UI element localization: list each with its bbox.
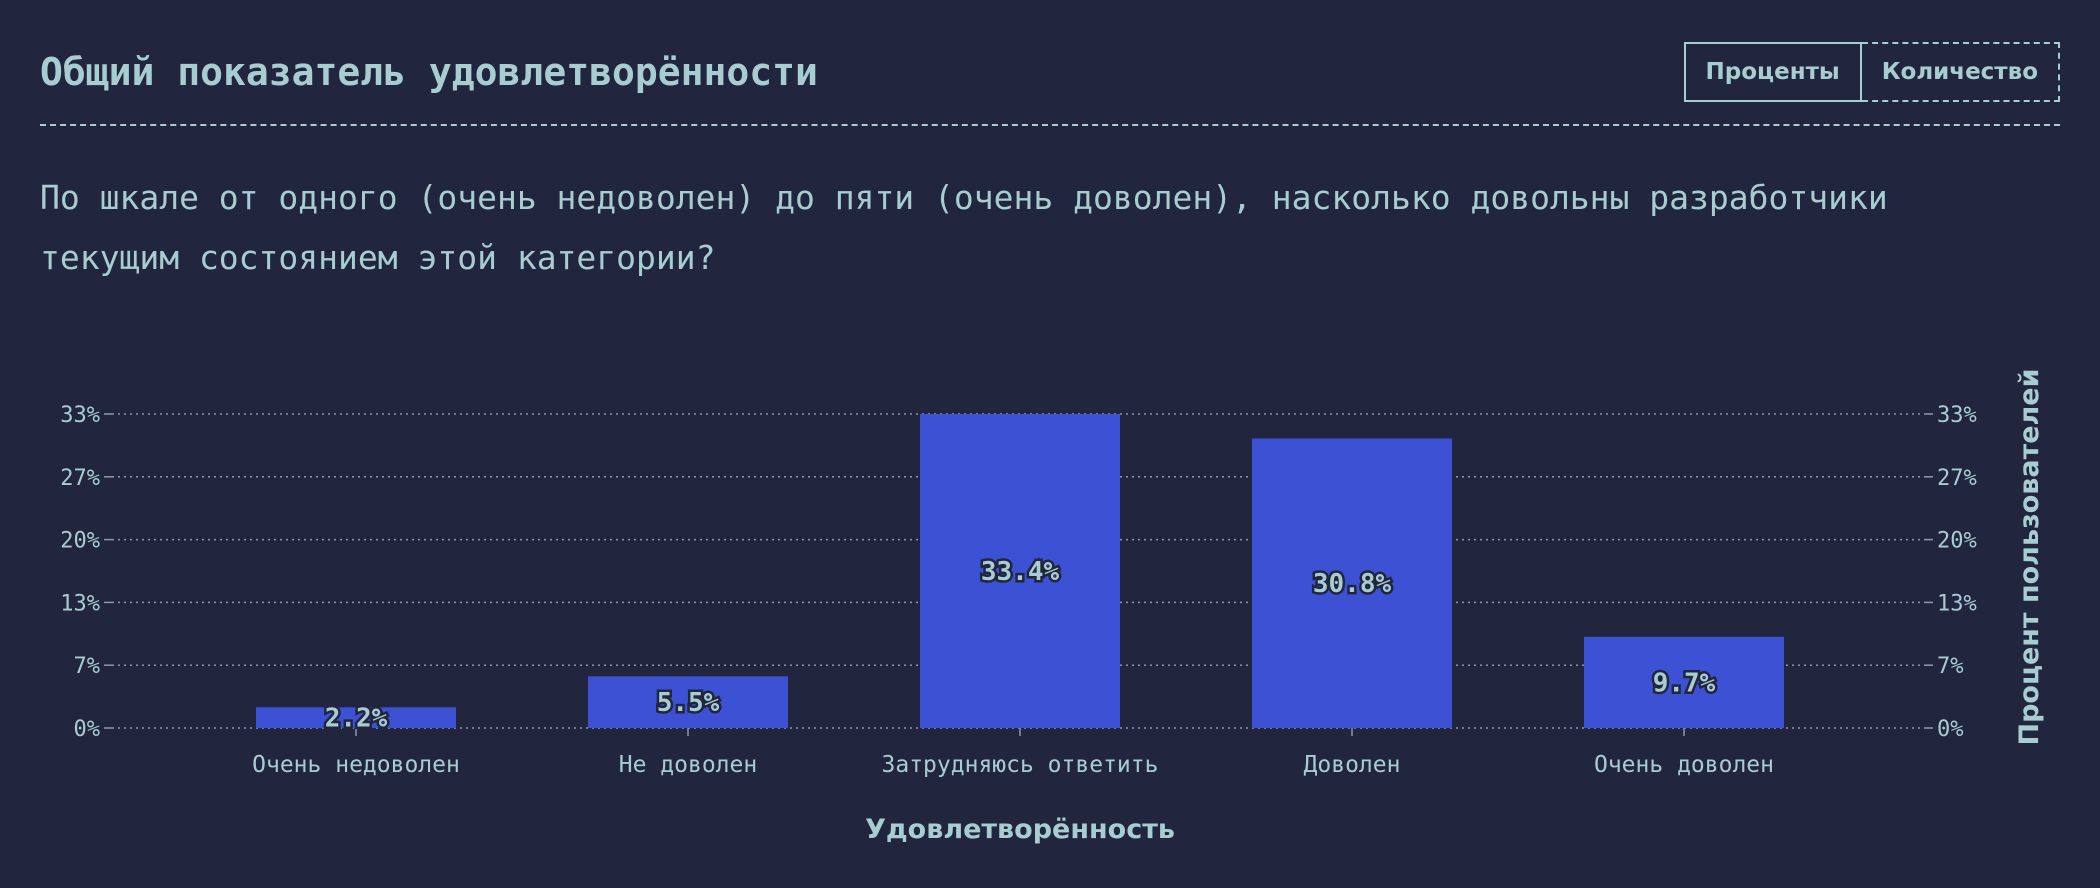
percent-toggle-button[interactable]: Проценты <box>1683 42 1862 102</box>
y-tick-label-right: 7% <box>1937 654 1964 679</box>
y-axis-title: Процент пользователей <box>2014 368 2045 745</box>
chart-title: Общий показатель удовлетворённости <box>40 50 818 94</box>
bar-value-label: 2.2% <box>325 704 388 734</box>
x-tick-label: Не доволен <box>619 752 757 778</box>
bar-value-label: 33.4% <box>981 557 1060 587</box>
bar-value-label: 9.7% <box>1653 668 1716 698</box>
y-tick-label: 7% <box>74 654 101 679</box>
x-tick-label: Очень недоволен <box>252 752 460 778</box>
chart-header: Общий показатель удовлетворённости Проце… <box>40 40 2060 126</box>
bar <box>256 707 456 728</box>
x-axis-title: Удовлетворённость <box>865 814 1175 845</box>
bar <box>920 414 1120 728</box>
bar-value-label: 5.5% <box>657 688 720 718</box>
y-tick-label-right: 27% <box>1937 466 1977 491</box>
y-tick-label-right: 20% <box>1937 529 1977 554</box>
x-tick-label: Очень доволен <box>1594 752 1774 778</box>
y-tick-label: 20% <box>60 529 100 554</box>
y-tick-label-right: 33% <box>1937 403 1977 428</box>
y-tick-label: 13% <box>60 591 100 616</box>
bar <box>1252 438 1452 728</box>
count-toggle-button[interactable]: Количество <box>1861 42 2060 102</box>
bar <box>588 676 788 728</box>
x-tick-label: Доволен <box>1304 752 1401 778</box>
y-tick-label: 27% <box>60 466 100 491</box>
unit-toggle: Проценты Количество <box>1683 42 2060 102</box>
y-tick-label-right: 0% <box>1937 717 1964 742</box>
y-tick-label: 33% <box>60 403 100 428</box>
survey-question: По шкале от одного (очень недоволен) до … <box>40 178 1888 277</box>
x-tick-label: Затрудняюсь ответить <box>882 752 1159 778</box>
bar <box>1584 636 1784 728</box>
bar-value-label: 30.8% <box>1313 569 1392 599</box>
y-tick-label: 0% <box>74 717 101 742</box>
y-tick-label-right: 13% <box>1937 591 1977 616</box>
